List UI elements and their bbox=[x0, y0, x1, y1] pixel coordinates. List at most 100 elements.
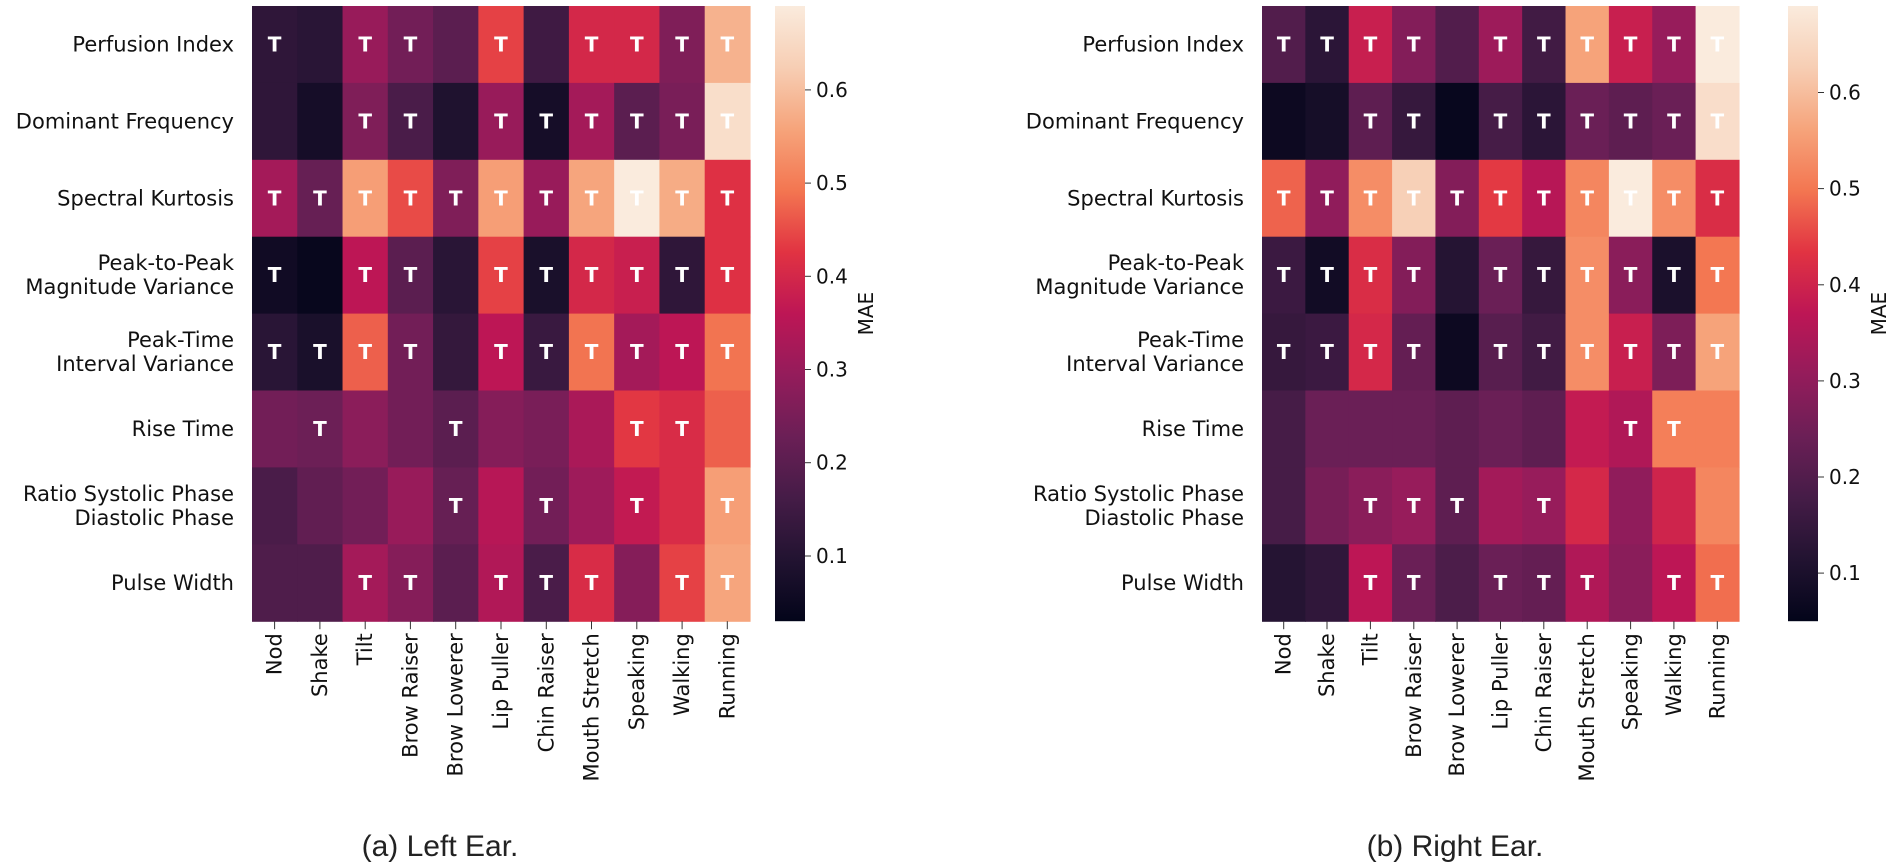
heatmap-cell bbox=[433, 467, 479, 545]
heatmap-cell bbox=[523, 467, 570, 545]
cell-marker-t: T bbox=[630, 494, 644, 518]
cell-marker-t: T bbox=[539, 340, 553, 364]
heatmap-cell bbox=[1652, 313, 1697, 392]
heatmap-cell bbox=[1608, 82, 1653, 161]
heatmap-cell bbox=[478, 236, 525, 315]
heatmap-cell bbox=[1565, 6, 1610, 84]
cell-marker-t: T bbox=[1320, 186, 1334, 210]
row-label: Ratio Systolic Phase Diastolic Phase bbox=[1033, 482, 1244, 530]
cell-marker-t: T bbox=[494, 340, 508, 364]
colorbar-tick-label: 0.6 bbox=[1829, 81, 1861, 105]
cell-marker-t: T bbox=[585, 263, 599, 287]
heatmap-cell bbox=[387, 6, 434, 84]
heatmap-cell bbox=[1652, 544, 1697, 622]
cell-marker-t: T bbox=[358, 109, 372, 133]
heatmap-cell bbox=[297, 82, 344, 161]
heatmap-cell bbox=[1522, 236, 1567, 315]
cell-marker-t: T bbox=[675, 417, 689, 441]
cell-marker-t: T bbox=[358, 186, 372, 210]
cell-marker-t: T bbox=[1537, 340, 1551, 364]
heatmap-cell bbox=[659, 82, 706, 161]
heatmap-cell bbox=[433, 6, 479, 84]
heatmap-cell bbox=[1435, 313, 1480, 392]
column-label: Running bbox=[1705, 633, 1729, 719]
heatmap-cell bbox=[1652, 6, 1697, 84]
heatmap-cell bbox=[1392, 236, 1437, 315]
cell-marker-t: T bbox=[1364, 340, 1378, 364]
column-label: Speaking bbox=[1619, 633, 1643, 730]
heatmap-cell bbox=[1392, 313, 1437, 392]
colorbar-tick-label: 0.3 bbox=[816, 358, 848, 382]
heatmap-markers: T T T T T T T T T T T T T T T T T T T T T T T T T T T T T T T T T T T T T T T T… bbox=[268, 32, 735, 594]
heatmap-cell bbox=[1695, 544, 1740, 622]
cell-marker-t: T bbox=[675, 109, 689, 133]
cell-marker-t: T bbox=[1667, 340, 1681, 364]
cell-marker-t: T bbox=[630, 109, 644, 133]
cell-marker-t: T bbox=[1624, 417, 1638, 441]
heatmap-cell bbox=[433, 544, 479, 622]
cell-marker-t: T bbox=[1710, 32, 1724, 56]
heatmap-cell bbox=[478, 313, 525, 392]
cell-marker-t: T bbox=[313, 340, 327, 364]
heatmap-cell bbox=[1695, 82, 1740, 161]
cell-marker-t: T bbox=[1580, 263, 1594, 287]
cell-marker-t: T bbox=[1667, 571, 1681, 595]
cell-marker-t: T bbox=[358, 340, 372, 364]
heatmap-cell bbox=[1695, 467, 1740, 545]
cell-marker-t: T bbox=[268, 32, 282, 56]
heatmap-cell bbox=[478, 6, 525, 84]
heatmap-cell bbox=[1608, 390, 1653, 468]
cell-marker-t: T bbox=[1407, 494, 1421, 518]
heatmap-cell bbox=[1608, 313, 1653, 392]
cell-marker-t: T bbox=[404, 32, 418, 56]
column-label: Shake bbox=[308, 633, 332, 697]
cell-marker-t: T bbox=[630, 32, 644, 56]
cell-marker-t: T bbox=[585, 186, 599, 210]
row-label: Peak-to-Peak Magnitude Variance bbox=[1035, 251, 1244, 299]
column-label: Chin Raiser bbox=[534, 633, 558, 752]
column-label: Brow Lowerer bbox=[1445, 633, 1469, 777]
heatmap-cell bbox=[297, 467, 344, 545]
heatmap-cell bbox=[1348, 390, 1393, 468]
heatmap-cell bbox=[1392, 467, 1437, 545]
cell-marker-t: T bbox=[1710, 571, 1724, 595]
cell-marker-t: T bbox=[1667, 263, 1681, 287]
cell-marker-t: T bbox=[313, 417, 327, 441]
heatmap-cell bbox=[1478, 390, 1523, 468]
colorbar-tick-label: 0.2 bbox=[1829, 465, 1861, 489]
cell-marker-t: T bbox=[675, 32, 689, 56]
heatmap-cell bbox=[1262, 313, 1306, 392]
heatmap-cell bbox=[1392, 544, 1437, 622]
heatmap-cell bbox=[614, 544, 661, 622]
heatmap-cell bbox=[1305, 82, 1350, 161]
heatmap-cell bbox=[523, 82, 570, 161]
heatmap-cell bbox=[1262, 236, 1306, 315]
heatmap-cell bbox=[1435, 159, 1480, 238]
heatmap-cell bbox=[1695, 159, 1740, 238]
heatmap-cell bbox=[297, 6, 344, 84]
column-label: Lip Puller bbox=[1489, 633, 1513, 730]
cell-marker-t: T bbox=[1580, 340, 1594, 364]
heatmap-cell bbox=[1348, 6, 1393, 84]
heatmap-cell bbox=[1305, 544, 1350, 622]
heatmap-cell bbox=[659, 6, 706, 84]
heatmap-cell bbox=[704, 313, 751, 392]
cell-marker-t: T bbox=[494, 263, 508, 287]
heatmap-cell bbox=[704, 6, 751, 84]
cell-marker-t: T bbox=[1364, 109, 1378, 133]
heatmap-cell bbox=[433, 390, 479, 468]
cell-marker-t: T bbox=[1407, 109, 1421, 133]
heatmap-cell bbox=[252, 544, 298, 622]
heatmap-cell bbox=[1392, 82, 1437, 161]
heatmap-cell bbox=[1348, 236, 1393, 315]
heatmap-cell bbox=[523, 6, 570, 84]
cell-marker-t: T bbox=[1450, 186, 1464, 210]
cell-marker-t: T bbox=[1537, 494, 1551, 518]
colorbar-label: MAE bbox=[854, 292, 878, 336]
cell-marker-t: T bbox=[1537, 263, 1551, 287]
colorbar-label: MAE bbox=[1867, 292, 1891, 336]
cell-marker-t: T bbox=[1537, 109, 1551, 133]
colorbar: 0.1 0.2 0.3 0.4 0.5 0.6 MAE bbox=[1788, 6, 1891, 622]
heatmap-cell bbox=[387, 82, 434, 161]
